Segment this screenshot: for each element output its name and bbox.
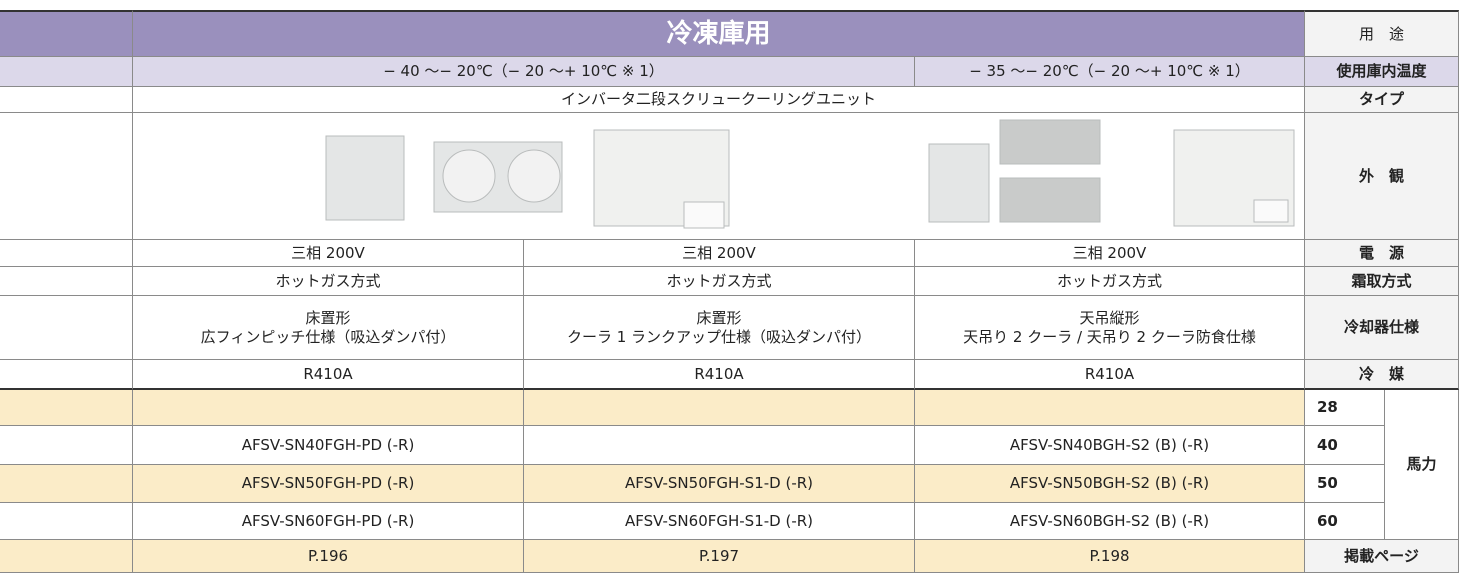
page-cell: P.198	[915, 540, 1305, 573]
cell: 三相 200V	[915, 240, 1305, 267]
model-cell	[524, 426, 915, 465]
cell: R410A	[915, 360, 1305, 390]
cell: インバータ二段スクリュークーリングユニット	[133, 87, 1305, 113]
cell: 三相 200V	[524, 240, 915, 267]
product-images	[325, 119, 1295, 229]
row-label: 馬力	[1385, 390, 1459, 540]
hp-value: 60	[1305, 503, 1385, 540]
blank-cell	[0, 267, 133, 296]
row-label: 冷 媒	[1305, 360, 1459, 390]
blank-cell	[0, 57, 133, 87]
model-cell: AFSV-SN40FGH-PD (-R)	[133, 426, 524, 465]
model-cell: AFSV-SN50FGH-PD (-R)	[133, 465, 524, 503]
blank-cell	[0, 10, 133, 57]
cell: 床置形 広フィンピッチ仕様（吸込ダンパ付）	[133, 296, 524, 360]
blank-cell	[0, 390, 133, 426]
page-cell: P.197	[524, 540, 915, 573]
model-cell: AFSV-SN50BGH-S2 (B) (-R)	[915, 465, 1305, 503]
model-cell: AFSV-SN60FGH-PD (-R)	[133, 503, 524, 540]
cell: R410A	[133, 360, 524, 390]
cell: ホットガス方式	[915, 267, 1305, 296]
cell: ホットガス方式	[524, 267, 915, 296]
row-label: 霜取方式	[1305, 267, 1459, 296]
cell: R410A	[524, 360, 915, 390]
cell: 天吊縦形 天吊り 2 クーラ / 天吊り 2 クーラ防食仕様	[915, 296, 1305, 360]
image-cell	[133, 113, 1305, 240]
page-cell: P.196	[133, 540, 524, 573]
cell: 床置形 クーラ 1 ランクアップ仕様（吸込ダンパ付）	[524, 296, 915, 360]
blank-cell	[0, 296, 133, 360]
blank-cell	[0, 503, 133, 540]
model-cell	[133, 390, 524, 426]
model-cell: AFSV-SN40BGH-S2 (B) (-R)	[915, 426, 1305, 465]
blank-cell	[0, 113, 133, 240]
cell: − 35 〜− 20℃（− 20 〜+ 10℃ ※ 1）	[915, 57, 1305, 87]
row-label: 掲載ページ	[1305, 540, 1459, 573]
blank-cell	[0, 426, 133, 465]
model-cell	[524, 390, 915, 426]
table-title: 冷凍庫用	[133, 10, 1305, 57]
row-label: タイプ	[1305, 87, 1459, 113]
blank-cell	[0, 360, 133, 390]
blank-cell	[0, 540, 133, 573]
row-label: 用 途	[1305, 10, 1459, 57]
row-label: 外 観	[1305, 113, 1459, 240]
blank-cell	[0, 240, 133, 267]
cell: 三相 200V	[133, 240, 524, 267]
blank-cell	[0, 465, 133, 503]
hp-value: 28	[1305, 390, 1385, 426]
model-cell: AFSV-SN60FGH-S1-D (-R)	[524, 503, 915, 540]
hp-value: 50	[1305, 465, 1385, 503]
model-cell	[915, 390, 1305, 426]
model-cell: AFSV-SN50FGH-S1-D (-R)	[524, 465, 915, 503]
row-label: 冷却器仕様	[1305, 296, 1459, 360]
blank-cell	[0, 87, 133, 113]
model-cell: AFSV-SN60BGH-S2 (B) (-R)	[915, 503, 1305, 540]
row-label: 使用庫内温度	[1305, 57, 1459, 87]
hp-value: 40	[1305, 426, 1385, 465]
row-label: 電 源	[1305, 240, 1459, 267]
cell: − 40 〜− 20℃（− 20 〜+ 10℃ ※ 1）	[133, 57, 915, 87]
cell: ホットガス方式	[133, 267, 524, 296]
